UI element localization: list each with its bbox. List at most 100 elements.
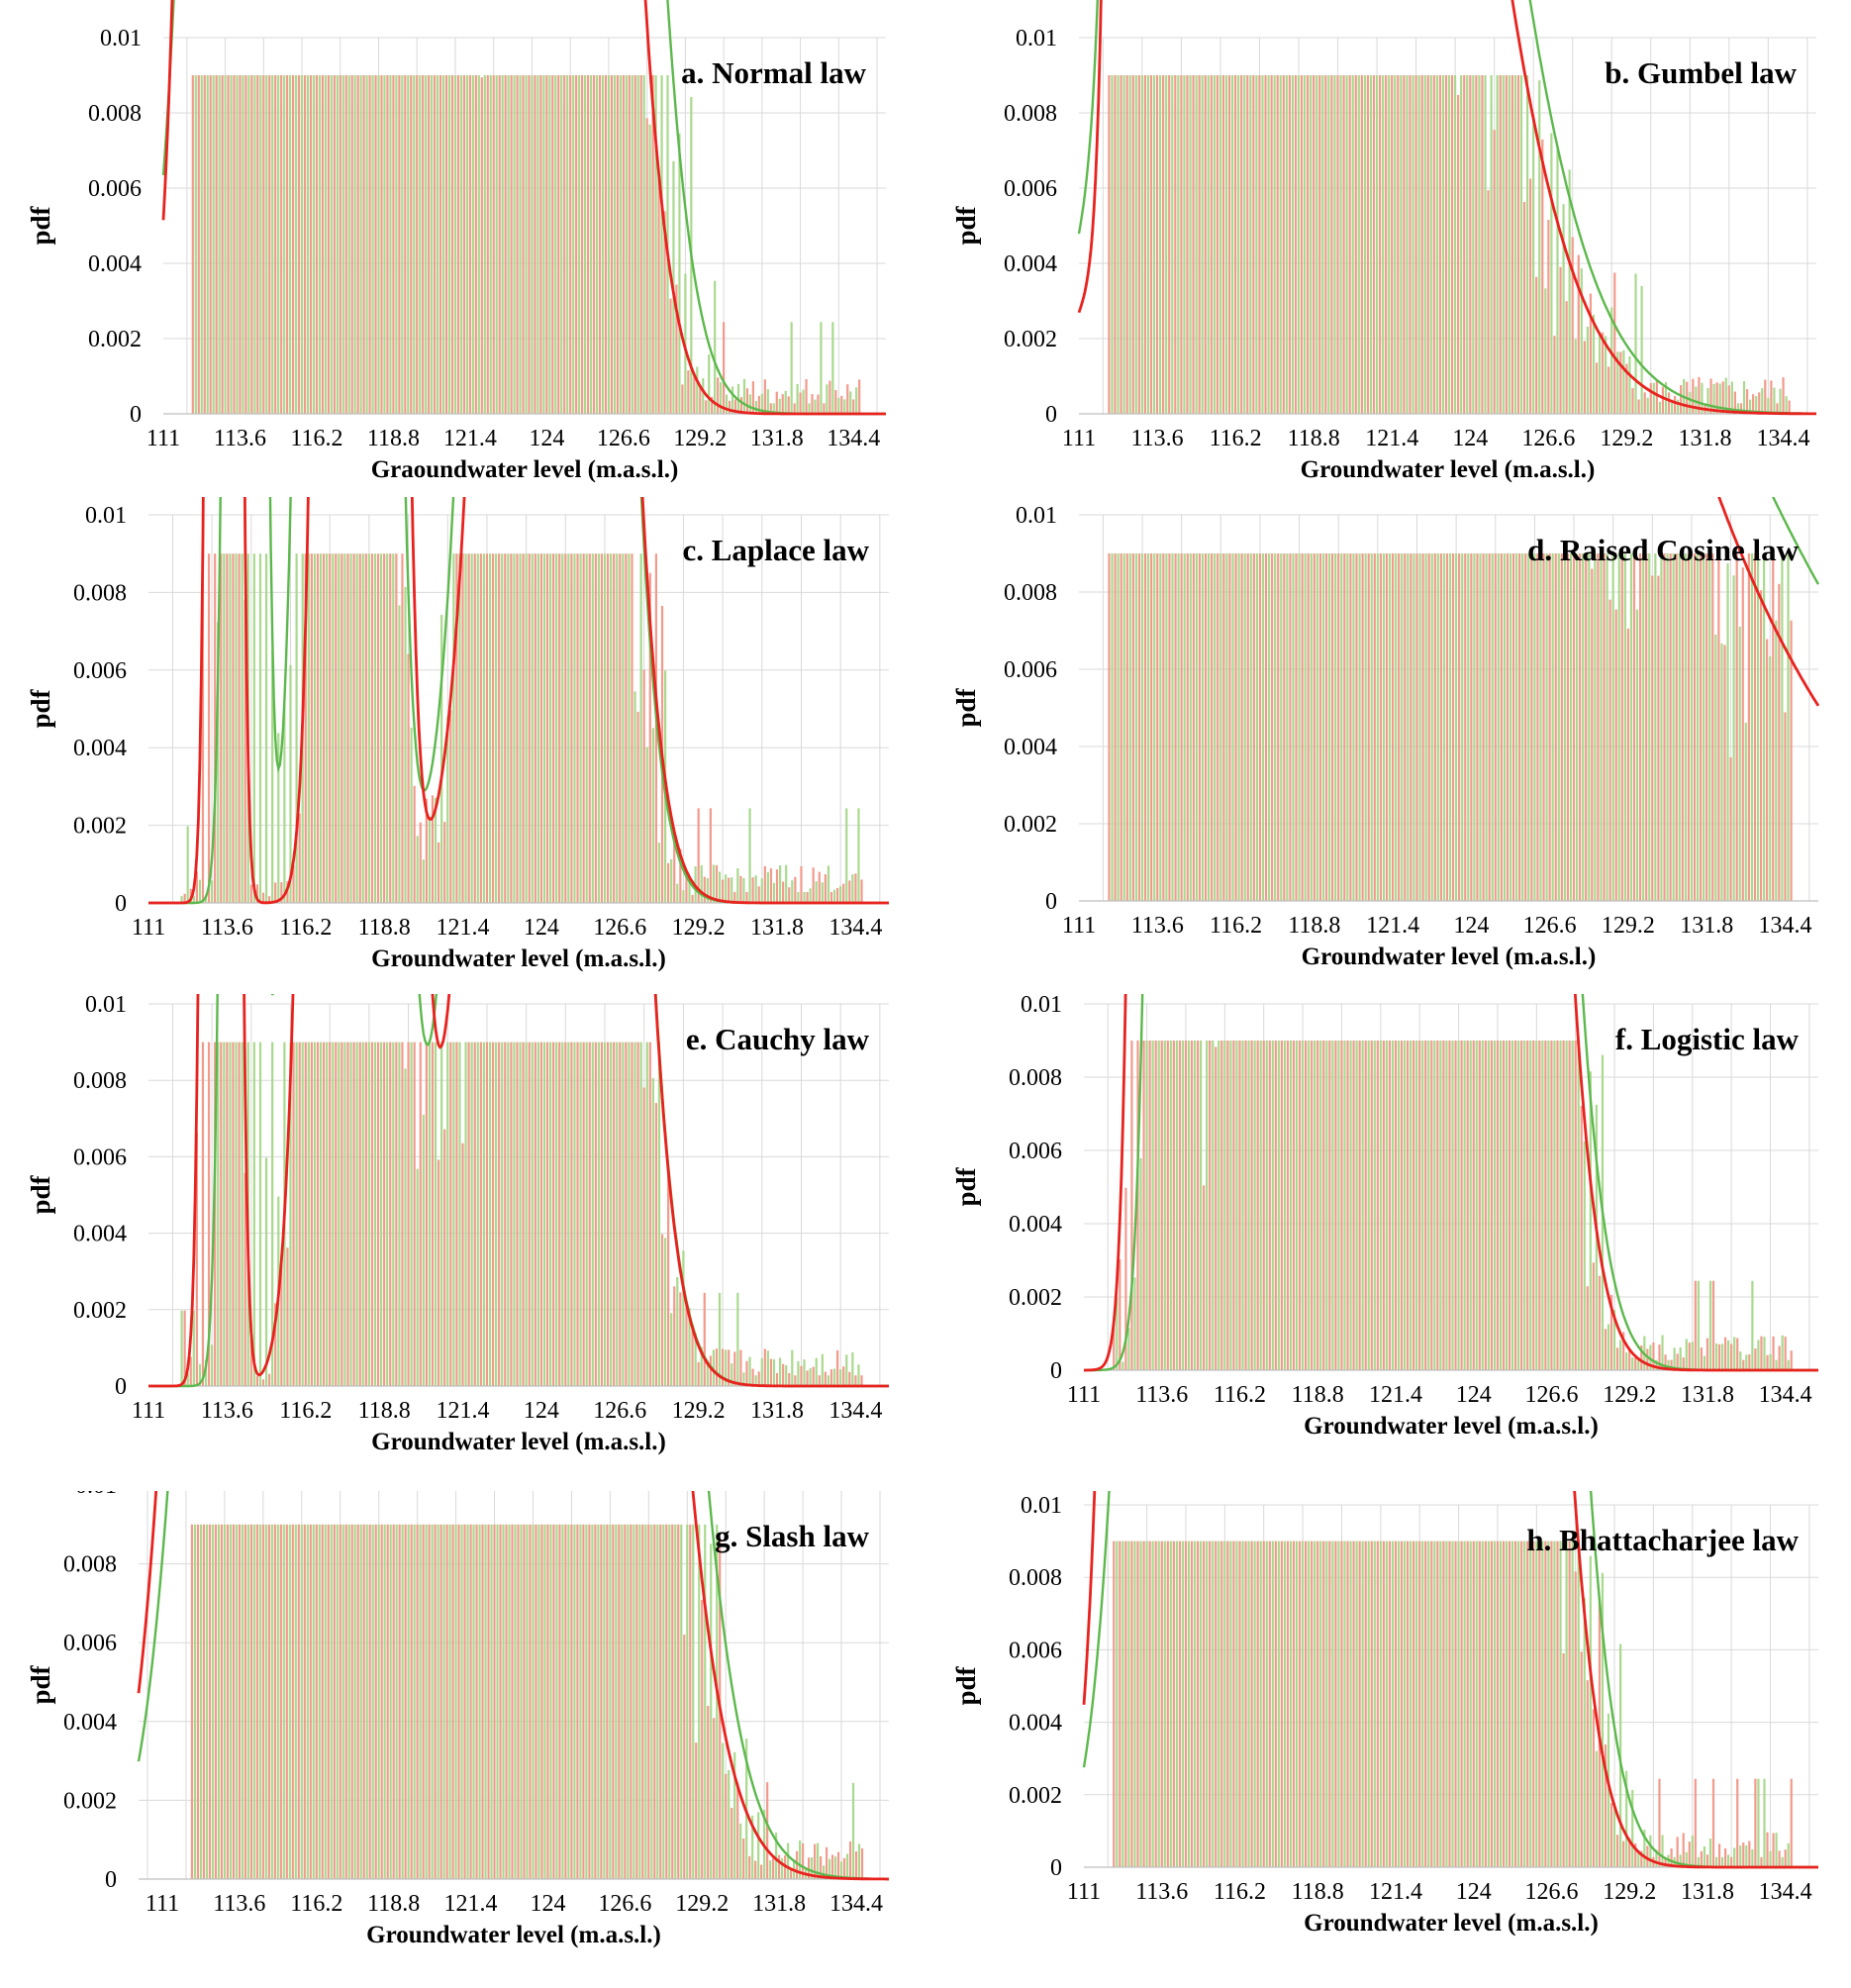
bar-observed-green <box>192 896 195 903</box>
x-axis-label: Groundwater level (m.a.s.l.) <box>1304 1413 1599 1440</box>
bar-observed-green <box>676 883 679 903</box>
bar-observed-red <box>586 75 590 414</box>
bar-observed-red <box>1404 553 1407 901</box>
bar-observed-red <box>1385 75 1388 414</box>
bar-observed-red <box>1652 1342 1655 1370</box>
bar-observed-red <box>657 175 660 414</box>
bar-observed-green <box>1253 1541 1256 1867</box>
bar-observed-green <box>821 882 824 903</box>
bar-observed-red <box>582 1524 585 1879</box>
bar-observed-red <box>606 1042 610 1386</box>
bar-observed-green <box>242 75 244 414</box>
bar-observed-red <box>485 553 489 903</box>
bar-observed-red <box>624 1524 627 1879</box>
bar-observed-green <box>330 1524 333 1879</box>
bar-observed-green <box>300 1524 303 1879</box>
bar-observed-red <box>588 1042 591 1386</box>
bar-observed-red <box>1244 1041 1247 1370</box>
bar-observed-red <box>534 1042 536 1386</box>
bar-observed-green <box>1369 75 1373 414</box>
bar-observed-red <box>1649 383 1652 414</box>
x-tick-label: 121.4 <box>1365 426 1418 451</box>
bar-observed-green <box>628 553 631 903</box>
bar-observed-red <box>1220 1041 1223 1370</box>
bar-observed-green <box>1454 75 1457 414</box>
bar-observed-red <box>564 553 567 903</box>
bar-observed-red <box>604 75 608 414</box>
bar-observed-red <box>1730 1343 1733 1370</box>
bar-observed-green <box>1265 1541 1268 1867</box>
bar-observed-green <box>1208 553 1211 901</box>
bar-observed-red <box>469 1524 472 1879</box>
bar-observed-red <box>1168 553 1171 901</box>
bar-observed-green <box>1218 1041 1220 1370</box>
bar-observed-green <box>1442 553 1446 901</box>
bar-observed-green <box>1521 553 1524 901</box>
bar-observed-green <box>628 1042 631 1386</box>
bar-observed-green <box>1750 553 1754 901</box>
bar-observed-green <box>1493 1541 1497 1867</box>
bar-observed-red <box>201 553 205 903</box>
bar-observed-red <box>261 1524 264 1879</box>
bar-observed-red <box>1394 1541 1398 1867</box>
bar-observed-green <box>1314 1541 1316 1867</box>
bar-observed-red <box>757 1371 760 1386</box>
bar-observed-red <box>1186 75 1189 414</box>
bar-observed-green <box>1733 1337 1736 1370</box>
bar-observed-green <box>855 387 858 414</box>
bar-observed-green <box>754 875 757 903</box>
bar-observed-red <box>274 1303 277 1386</box>
bar-observed-red <box>1372 75 1376 414</box>
bar-observed-red <box>1559 266 1562 414</box>
bar-observed-green <box>259 75 262 414</box>
x-tick-label: 129.2 <box>1603 1382 1656 1408</box>
bar-observed-red <box>413 785 416 903</box>
bar-observed-red <box>238 1042 241 1386</box>
x-tick-label: 118.8 <box>358 1398 411 1424</box>
bar-observed-green <box>787 1842 790 1879</box>
bar-observed-green <box>1298 553 1301 901</box>
bar-observed-green <box>319 1042 323 1386</box>
y-tick-label: 0.006 <box>73 1144 127 1170</box>
bar-observed-green <box>1535 1041 1538 1370</box>
bar-observed-green <box>1401 553 1404 901</box>
bar-observed-red <box>1667 392 1671 414</box>
bar-observed-green <box>1122 553 1125 901</box>
bar-observed-red <box>329 1042 332 1386</box>
bar-observed-red <box>1203 1541 1206 1867</box>
bar-observed-green <box>1461 553 1464 901</box>
bar-observed-red <box>1577 254 1580 414</box>
bar-observed-green <box>585 1042 588 1386</box>
bar-observed-green <box>1455 553 1458 901</box>
bar-observed-green <box>1727 1340 1730 1370</box>
bar-observed-green <box>349 553 352 903</box>
bar-observed-red <box>842 883 845 903</box>
bar-observed-green <box>1787 1359 1790 1370</box>
bar-observed-green <box>731 386 734 414</box>
bar-observed-green <box>410 1042 413 1386</box>
bar-observed-green <box>488 553 492 903</box>
x-tick-label: 118.8 <box>1292 1382 1344 1408</box>
bar-observed-red <box>1400 1041 1404 1370</box>
bar-observed-green <box>662 1524 665 1879</box>
bar-observed-green <box>1703 1846 1706 1867</box>
bar-observed-green <box>1749 399 1752 414</box>
bar-observed-green <box>1201 75 1204 414</box>
bar-observed-red <box>751 1368 754 1386</box>
bar-observed-green <box>1165 75 1168 414</box>
bar-observed-green <box>642 75 645 414</box>
x-tick-label: 118.8 <box>367 426 420 451</box>
bar-observed-green <box>437 75 439 414</box>
bar-observed-red <box>362 1524 365 1879</box>
y-axis-label: pdf <box>951 1166 981 1206</box>
y-axis-label: pdf <box>26 1664 55 1704</box>
bar-observed-red <box>1622 1840 1625 1867</box>
bar-observed-red <box>1119 1541 1121 1867</box>
bar-observed-red <box>788 887 791 903</box>
x-tick-label: 134.4 <box>827 426 880 451</box>
fitted-curve-green <box>137 1491 889 1881</box>
bar-observed-green <box>797 1360 800 1386</box>
bar-observed-green <box>1279 75 1282 414</box>
bar-observed-green <box>1654 553 1657 901</box>
bar-observed-red <box>467 553 470 903</box>
